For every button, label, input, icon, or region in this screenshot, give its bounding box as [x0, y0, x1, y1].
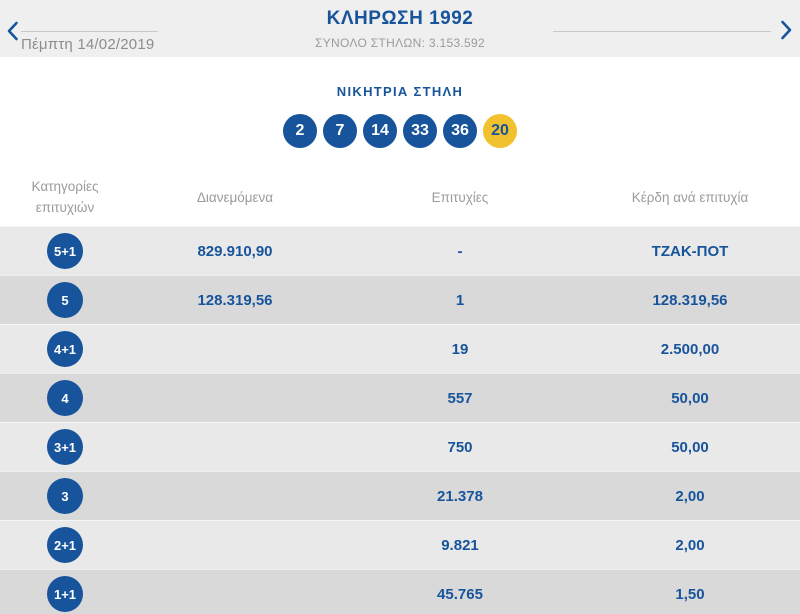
prize-value: 2.500,00 [660, 340, 720, 358]
category-cell: 3 [0, 478, 130, 514]
category-cell: 4 [0, 380, 130, 416]
prize-value: 128.319,56 [652, 291, 728, 309]
column-header-prize: Κέρδη ανά επιτυχία [631, 189, 749, 205]
winning-column-title: ΝΙΚΗΤΡΙΑ ΣΤΗΛΗ [336, 84, 464, 99]
right-divider-line [553, 31, 771, 32]
wins-value: 1 [455, 291, 465, 309]
table-row: 3+1 750 50,00 [0, 422, 800, 471]
column-header-wins: Επιτυχίες [431, 189, 489, 205]
winning-column-section: ΝΙΚΗΤΡΙΑ ΣΤΗΛΗ 2 7 14 33 36 20 [0, 57, 800, 170]
wins-value: 557 [447, 389, 473, 407]
results-table-header: Κατηγορίες επιτυχιών Διανεμόμενα Επιτυχί… [0, 170, 800, 226]
chevron-left-icon [7, 21, 18, 41]
category-badge: 3+1 [47, 429, 83, 465]
wins-value: 21.378 [437, 487, 483, 505]
winning-numbers: 2 7 14 33 36 20 [0, 114, 800, 148]
draw-date: Πέμπτη 14/02/2019 [21, 36, 155, 53]
results-table: Κατηγορίες επιτυχιών Διανεμόμενα Επιτυχί… [0, 170, 800, 614]
category-cell: 4+1 [0, 331, 130, 367]
next-draw-button[interactable] [780, 20, 793, 40]
draw-title: ΚΛΗΡΩΣΗ 1992 [326, 8, 474, 29]
left-divider-line [21, 31, 158, 32]
prize-value: 50,00 [671, 389, 709, 407]
category-badge: 2+1 [47, 527, 83, 563]
draw-header: Πέμπτη 14/02/2019 ΚΛΗΡΩΣΗ 1992 ΣΥΝΟΛΟ ΣΤ… [0, 0, 800, 57]
bonus-number-ball: 20 [483, 114, 517, 148]
category-badge: 5 [47, 282, 83, 318]
category-badge: 1+1 [47, 576, 83, 612]
wins-value: 9.821 [441, 536, 479, 554]
table-row: 4 557 50,00 [0, 373, 800, 422]
category-cell: 3+1 [0, 429, 130, 465]
category-badge: 4 [47, 380, 83, 416]
wins-value: - [457, 242, 463, 260]
draw-date-group: Πέμπτη 14/02/2019 [21, 31, 158, 53]
wins-value: 45.765 [437, 585, 483, 603]
previous-draw-button[interactable] [6, 21, 19, 41]
prize-value: 50,00 [671, 438, 709, 456]
draw-title-group: ΚΛΗΡΩΣΗ 1992 ΣΥΝΟΛΟ ΣΤΗΛΩΝ: 3.153.592 [0, 8, 800, 50]
category-cell: 2+1 [0, 527, 130, 563]
winning-number-ball: 33 [403, 114, 437, 148]
winning-number-ball: 7 [323, 114, 357, 148]
category-badge: 5+1 [47, 233, 83, 269]
prize-value: ΤΖΑΚ-ΠΟΤ [651, 242, 729, 260]
category-cell: 1+1 [0, 576, 130, 612]
total-columns-label: ΣΥΝΟΛΟ ΣΤΗΛΩΝ: 3.153.592 [315, 36, 485, 50]
winning-number-ball: 36 [443, 114, 477, 148]
distributed-value: 829.910,90 [197, 242, 273, 260]
distributed-value: 128.319,56 [197, 291, 273, 309]
results-table-body: 5+1 829.910,90 - ΤΖΑΚ-ΠΟΤ 5 128.319,56 1 128.31… [0, 226, 800, 614]
column-header-distributed: Διανεμόμενα [196, 189, 274, 205]
table-row: 4+1 19 2.500,00 [0, 324, 800, 373]
category-cell: 5 [0, 282, 130, 318]
prize-value: 2,00 [675, 536, 705, 554]
wins-value: 750 [447, 438, 473, 456]
prize-value: 2,00 [675, 487, 705, 505]
table-row: 1+1 45.765 1,50 [0, 569, 800, 614]
winning-number-ball: 14 [363, 114, 397, 148]
category-badge: 4+1 [47, 331, 83, 367]
table-row: 5 128.319,56 1 128.319,56 [0, 275, 800, 324]
category-badge: 3 [47, 478, 83, 514]
winning-number-ball: 2 [283, 114, 317, 148]
prize-value: 1,50 [675, 585, 705, 603]
chevron-right-icon [781, 20, 792, 40]
wins-value: 19 [451, 340, 469, 358]
table-row: 2+1 9.821 2,00 [0, 520, 800, 569]
category-cell: 5+1 [0, 233, 130, 269]
column-header-categories: Κατηγορίες επιτυχιών [31, 179, 99, 215]
table-row: 3 21.378 2,00 [0, 471, 800, 520]
table-row: 5+1 829.910,90 - ΤΖΑΚ-ΠΟΤ [0, 226, 800, 275]
